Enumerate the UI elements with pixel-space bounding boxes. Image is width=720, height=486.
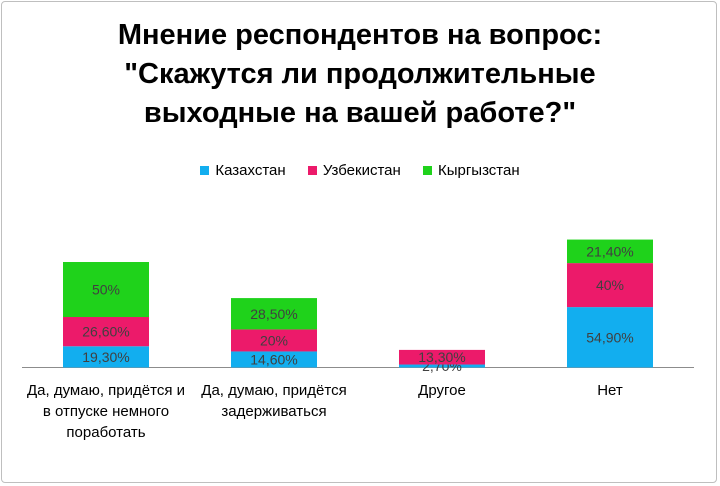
bar-segment-1-category-4: [567, 307, 653, 368]
bar-segment-2-category-1: [63, 317, 149, 347]
title-line-1: Мнение респондентов на вопрос:: [117, 19, 603, 51]
legend-swatch-kazakhstan: [200, 166, 210, 175]
chart-title: Мнение респондентов на вопрос: "Скажутся…: [0, 16, 720, 133]
legend-item-uzbekistan: Узбекистан: [307, 162, 401, 179]
data-label-2-category-1: 26,60%: [82, 324, 129, 340]
data-label-3-category-4: 21,40%: [586, 243, 633, 259]
bar-segment-1-category-3: [399, 364, 485, 368]
legend-swatch-uzbekistan: [307, 166, 317, 175]
category-label-4: Нет: [597, 382, 623, 399]
legend-label-kazakhstan: Казахстан: [215, 162, 286, 179]
title-line-3: выходные на вашей работе?": [143, 97, 577, 129]
bar-segment-2-category-2: [231, 329, 317, 352]
data-label-2-category-4: 40%: [596, 277, 624, 293]
title-line-2: "Скажутся ли продолжительные: [124, 58, 596, 90]
data-label-3-category-2: 28,50%: [250, 306, 297, 322]
bar-segment-2-category-4: [567, 263, 653, 308]
bar-segment-2-category-3: [399, 349, 485, 365]
category-label-1: Да, думаю, придётся и в отпуске немного …: [27, 382, 185, 441]
data-label-1-category-4: 54,90%: [586, 329, 633, 345]
legend-label-uzbekistan: Узбекистан: [322, 162, 401, 179]
data-label-1-category-2: 14,60%: [250, 351, 297, 367]
bar-segment-3-category-4: [567, 239, 653, 264]
bar-segment-1-category-2: [231, 351, 317, 368]
data-label-2-category-2: 20%: [260, 332, 288, 348]
bar-segment-3-category-1: [63, 262, 149, 318]
bar-segment-1-category-1: [63, 346, 149, 368]
legend-item-kyrgyzstan: Кыргызстан: [422, 162, 520, 179]
legend: Казахстан Узбекистан Кыргызстан: [0, 162, 720, 179]
bar-segment-3-category-2: [231, 298, 317, 330]
legend-swatch-kyrgyzstan: [422, 166, 432, 175]
category-label-3: Другое: [418, 382, 466, 399]
data-label-3-category-1: 50%: [92, 282, 120, 298]
category-label-2: Да, думаю, придётся задерживаться: [201, 382, 347, 420]
legend-item-kazakhstan: Казахстан: [200, 162, 286, 179]
data-label-1-category-1: 19,30%: [82, 349, 129, 365]
data-label-2-category-3: 13,30%: [418, 349, 465, 365]
legend-label-kyrgyzstan: Кыргызстан: [437, 162, 520, 179]
